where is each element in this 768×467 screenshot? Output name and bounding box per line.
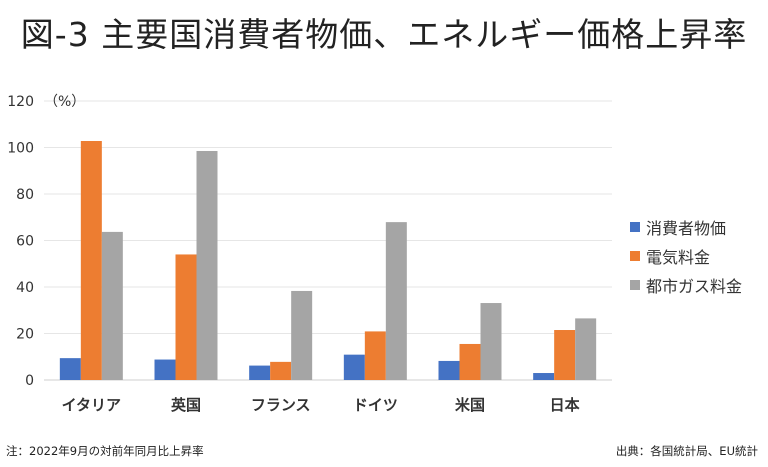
x-tick-label: ドイツ: [353, 396, 398, 414]
legend-label: 消費者物価: [646, 218, 727, 238]
y-axis-label: （%）: [44, 94, 85, 110]
bar: [364, 331, 386, 380]
bar: [533, 373, 555, 380]
legend-item: 消費者物価: [630, 212, 742, 241]
legend-swatch: [630, 221, 640, 232]
bar: [175, 254, 197, 380]
x-tick-label: イタリア: [62, 396, 121, 414]
y-tick-label: 60: [16, 234, 34, 250]
legend-label: 電気料金: [646, 247, 711, 267]
x-tick-label: フランス: [251, 396, 311, 414]
bars: [59, 140, 597, 380]
bar: [554, 330, 576, 380]
footnote: 注：2022年9月の対前年同月比上昇率: [6, 444, 204, 458]
y-tick-labels: 0 20 40 60 80 100 120: [7, 94, 34, 389]
bar: [101, 231, 123, 380]
grid-lines: [44, 100, 612, 381]
bar: [80, 140, 102, 380]
bar: [343, 354, 365, 380]
legend-item: 電気料金: [630, 241, 742, 270]
bar: [59, 358, 81, 380]
bar: [480, 303, 502, 380]
legend-swatch: [630, 279, 640, 290]
bar: [154, 359, 176, 380]
legend-item: 都市ガス料金: [630, 270, 742, 299]
bar: [249, 365, 271, 380]
x-tick-label: 英国: [171, 396, 201, 414]
source-note: 出典：各国統計局、EU統計: [615, 444, 758, 458]
x-tick-label: 米国: [455, 396, 485, 414]
x-tick-label: 日本: [550, 396, 580, 414]
bar: [459, 343, 481, 380]
legend: 消費者物価電気料金都市ガス料金: [630, 212, 742, 299]
legend-swatch: [630, 250, 640, 261]
bar: [270, 361, 292, 380]
y-tick-label: 100: [7, 141, 34, 157]
bar: [196, 150, 218, 380]
y-tick-label: 120: [7, 94, 34, 110]
legend-label: 都市ガス料金: [646, 276, 743, 296]
y-tick-label: 40: [16, 280, 34, 296]
bar: [438, 360, 460, 380]
bar: [385, 222, 407, 380]
bar: [291, 290, 313, 380]
y-tick-label: 80: [16, 187, 34, 203]
y-tick-label: 20: [16, 327, 34, 343]
x-tick-labels: イタリア 英国 フランス ドイツ 米国 日本: [62, 396, 580, 414]
y-tick-label: 0: [25, 373, 34, 389]
chart-title: 図-3 主要国消費者物価、エネルギー価格上昇率: [20, 15, 748, 54]
bar: [575, 318, 597, 380]
